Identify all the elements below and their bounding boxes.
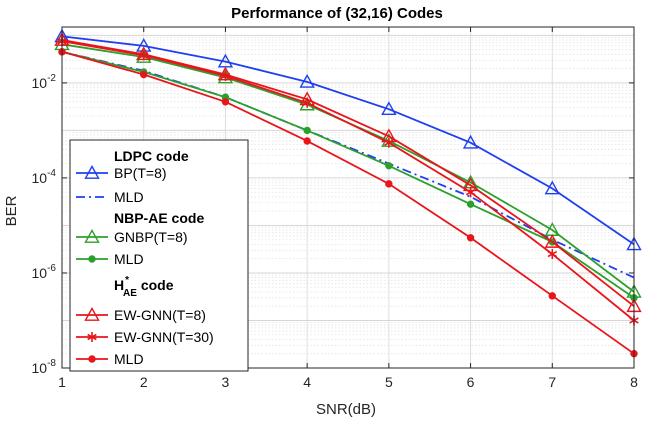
legend-entry: BP(T=8)	[76, 165, 167, 181]
x-tick-label: 1	[58, 374, 66, 390]
y-tick-label: 10-6	[32, 263, 57, 281]
x-tick-label: 8	[630, 374, 638, 390]
dot-marker	[548, 292, 556, 300]
legend-box	[69, 139, 249, 372]
x-tick-label: 3	[222, 374, 230, 390]
x-tick-label: 2	[140, 374, 148, 390]
dot-marker	[385, 162, 393, 170]
x-tick-label: 5	[385, 374, 393, 390]
star-stroke	[547, 250, 558, 258]
ticks: 1 2 3 4 5 6 7 8 10-8 10-6 10-4 10-2	[32, 27, 638, 390]
triangle-marker	[462, 134, 479, 149]
legend: LDPC code NBP-AE code H* AE code BP(T=8) M…	[69, 139, 249, 372]
legend-label: BP(T=8)	[114, 165, 167, 181]
legend-entry: MLD	[76, 251, 144, 267]
series-line	[61, 40, 635, 322]
x-tick-label: 6	[467, 374, 475, 390]
triangle-marker	[299, 73, 315, 88]
star-marker	[138, 50, 149, 61]
triangle-marker	[84, 165, 100, 179]
star-stroke	[138, 52, 149, 59]
legend-entry: MLD	[76, 351, 144, 367]
dot-marker	[140, 70, 148, 79]
series-line	[61, 35, 635, 246]
triangle-marker	[381, 101, 397, 116]
series-line	[61, 50, 635, 355]
series-0	[54, 28, 642, 251]
star-marker	[87, 332, 97, 342]
y-tick-label: 10-2	[32, 73, 57, 91]
star-marker	[384, 137, 394, 148]
dot-marker	[466, 200, 475, 208]
star-stroke	[87, 333, 97, 341]
x-tick-label: 7	[548, 374, 556, 390]
legend-label: MLD	[114, 189, 144, 205]
series-line	[61, 50, 635, 299]
legend-label: MLD	[114, 351, 144, 367]
legend-label: EW-GNN(T=30)	[114, 329, 214, 345]
triangle-marker	[84, 307, 100, 321]
triangle-marker	[84, 229, 100, 243]
star-stroke	[302, 99, 312, 107]
star-marker	[547, 249, 558, 260]
dot-marker	[303, 126, 311, 135]
legend-entry: EW-GNN(T=8)	[76, 307, 206, 323]
star-marker	[220, 70, 231, 81]
x-axis-label: SNR(dB)	[316, 401, 376, 418]
x-tick-label: 4	[303, 374, 311, 390]
y-tick-label: 10-8	[32, 358, 57, 376]
legend-entry: MLD	[76, 189, 144, 205]
star-marker	[465, 187, 476, 198]
dot-marker	[221, 98, 230, 106]
triangle-marker	[544, 233, 560, 248]
series-layer	[54, 28, 642, 358]
legend-header-hae: H* AE code	[114, 275, 174, 299]
triangle-marker	[544, 180, 560, 195]
dot-marker	[466, 234, 475, 242]
legend-entry: GNBP(T=8)	[76, 229, 188, 245]
legend-header-nbp-ae: NBP-AE code	[114, 210, 204, 226]
legend-label: GNBP(T=8)	[114, 229, 188, 245]
dot-marker	[385, 180, 393, 188]
y-axis-label: BER	[3, 195, 20, 226]
star-stroke	[465, 189, 476, 196]
dot-marker	[88, 355, 96, 363]
star-stroke	[384, 139, 394, 146]
series-6	[58, 48, 638, 358]
star-stroke	[220, 72, 231, 80]
dot-marker	[88, 255, 96, 263]
legend-entries: BP(T=8) MLD GNBP(T=8) MLD EW-GNN(T=8) EW-GNN(…	[76, 165, 214, 367]
legend-label: MLD	[114, 251, 144, 267]
dot-marker	[303, 137, 311, 145]
legend-entry: EW-GNN(T=30)	[76, 329, 214, 345]
chart-title: Performance of (32,16) Codes	[231, 5, 443, 22]
series-line	[61, 39, 635, 307]
star-marker	[302, 97, 312, 108]
legend-label: EW-GNN(T=8)	[114, 307, 206, 323]
legend-header-ldpc: LDPC code	[114, 148, 189, 164]
plot-frame	[61, 26, 635, 369]
y-tick-label: 10-4	[32, 168, 57, 186]
